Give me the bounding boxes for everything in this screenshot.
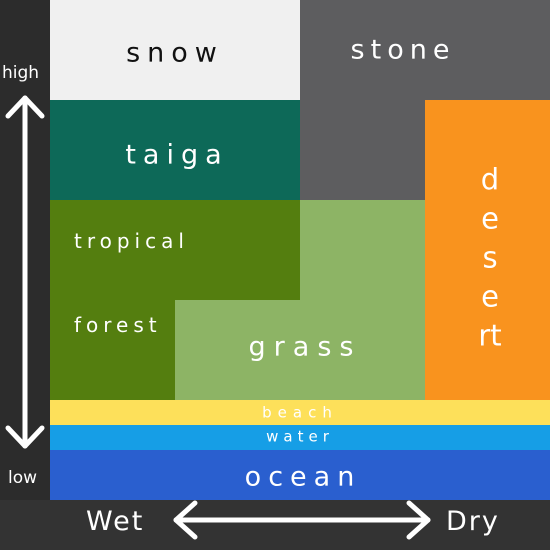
axis-high-label: high [2, 63, 40, 83]
grass-region-upper [300, 200, 425, 300]
taiga-label: taiga [125, 139, 229, 171]
desert-label: desert [478, 162, 502, 353]
taiga-region [50, 100, 300, 200]
desert-region [425, 100, 550, 400]
beach-label: beach [262, 403, 338, 422]
tropical-label: tropical [74, 229, 189, 253]
ocean-label: ocean [244, 461, 362, 493]
bottom-axis-panel [0, 500, 550, 550]
stone-label: stone [350, 34, 456, 66]
axis-dry-label: Dry [446, 506, 500, 537]
water-region [50, 425, 550, 450]
water-label: water [266, 427, 334, 446]
beach-region [50, 400, 550, 425]
snow-region [50, 0, 300, 100]
axis-low-label: low [8, 468, 38, 488]
axis-wet-label: Wet [86, 506, 145, 537]
snow-label: snow [126, 37, 224, 69]
horizontal-double-arrow-icon [173, 500, 431, 540]
grass-label: grass [248, 331, 362, 363]
ocean-region [50, 450, 550, 500]
grass-region-lower [175, 300, 425, 400]
vertical-double-arrow-icon [5, 95, 45, 449]
forest-label: forest [74, 313, 162, 337]
